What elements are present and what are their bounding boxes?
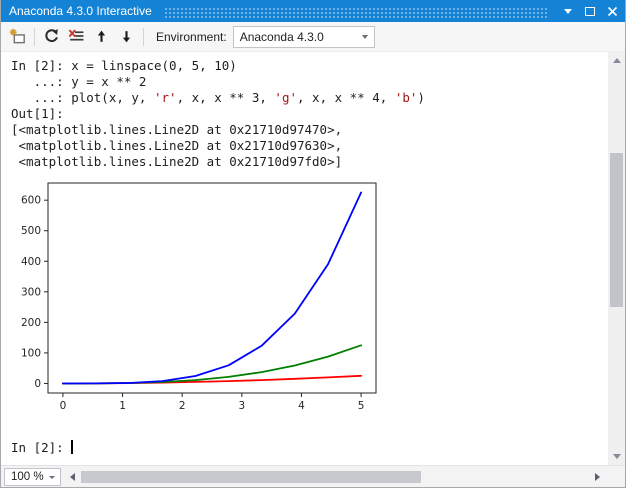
- text-cursor: [71, 440, 74, 454]
- scroll-up-button[interactable]: [608, 52, 625, 69]
- matplotlib-figure: 0 1 2 3 4 5 0 100 200 300 400 500 600: [21, 182, 377, 412]
- horizontal-scrollbar[interactable]: [65, 466, 604, 487]
- status-bar: 100 %: [1, 465, 625, 487]
- arrow-up-icon: [612, 58, 621, 63]
- console-area[interactable]: In [2]: x = linspace(0, 5, 10) ...: y = …: [1, 52, 625, 465]
- horizontal-scroll-track[interactable]: [79, 469, 590, 485]
- vertical-scroll-thumb[interactable]: [610, 153, 623, 307]
- vertical-scroll-track[interactable]: [608, 69, 625, 448]
- history-previous-button[interactable]: [89, 25, 114, 49]
- clear-screen-icon: [68, 29, 84, 41]
- console-line: Out[1]:: [11, 106, 64, 121]
- horizontal-scroll-thumb[interactable]: [81, 470, 421, 483]
- svg-text:200: 200: [21, 317, 41, 329]
- console-line: ...: y = x ** 2: [11, 74, 147, 89]
- scroll-left-button[interactable]: [65, 469, 79, 485]
- toolbar-separator: [34, 27, 35, 46]
- console-line: <matplotlib.lines.Line2D at 0x21710d97fd…: [11, 154, 343, 169]
- new-interactive-window-button[interactable]: [5, 25, 30, 49]
- svg-text:100: 100: [21, 347, 41, 359]
- drag-handle-dots[interactable]: [163, 7, 547, 18]
- arrow-down-icon: [612, 454, 621, 459]
- close-button[interactable]: [601, 0, 623, 22]
- maximize-button[interactable]: [579, 0, 601, 22]
- chevron-down-icon: [564, 8, 572, 14]
- chevron-down-icon: [49, 475, 55, 479]
- restart-icon: [45, 29, 58, 42]
- console-line: [<matplotlib.lines.Line2D at 0x21710d974…: [11, 122, 343, 137]
- title-bar[interactable]: Anaconda 4.3.0 Interactive: [1, 0, 625, 22]
- svg-text:4: 4: [298, 400, 305, 412]
- close-icon: [607, 6, 617, 16]
- arrow-down-icon: [122, 31, 131, 43]
- scroll-right-button[interactable]: [590, 469, 604, 485]
- input-prompt-line[interactable]: In [2]:: [11, 440, 625, 456]
- restart-kernel-button[interactable]: [39, 25, 64, 49]
- environment-label: Environment:: [156, 29, 227, 44]
- svg-text:1: 1: [119, 400, 126, 412]
- toolbar-separator: [143, 27, 144, 46]
- prompt-text: In [2]:: [11, 440, 72, 455]
- console-line: <matplotlib.lines.Line2D at 0x21710d9763…: [11, 138, 343, 153]
- scroll-down-button[interactable]: [608, 448, 625, 465]
- arrow-left-icon: [69, 472, 75, 481]
- svg-text:600: 600: [21, 195, 41, 207]
- environment-value: Anaconda 4.3.0: [239, 29, 324, 44]
- svg-text:3: 3: [238, 400, 245, 412]
- svg-text:0: 0: [60, 400, 67, 412]
- history-next-button[interactable]: [114, 25, 139, 49]
- svg-text:300: 300: [21, 286, 41, 298]
- clear-screen-button[interactable]: [64, 25, 89, 49]
- maximize-icon: [585, 6, 595, 16]
- toolbar: Environment: Anaconda 4.3.0: [1, 22, 625, 52]
- new-window-icon: [9, 28, 25, 44]
- svg-text:5: 5: [358, 400, 365, 412]
- svg-text:400: 400: [21, 256, 41, 268]
- zoom-level-value: 100 %: [11, 470, 44, 483]
- svg-text:500: 500: [21, 225, 41, 237]
- arrow-up-icon: [97, 30, 106, 42]
- vertical-scrollbar[interactable]: [608, 52, 625, 465]
- chevron-down-icon: [361, 34, 368, 39]
- svg-text:0: 0: [34, 378, 41, 390]
- window-title: Anaconda 4.3.0 Interactive: [9, 4, 152, 18]
- environment-combobox[interactable]: Anaconda 4.3.0: [232, 25, 375, 48]
- console-output: In [2]: x = linspace(0, 5, 10) ...: y = …: [1, 52, 625, 170]
- console-line: In [2]: x = linspace(0, 5, 10): [11, 58, 237, 73]
- arrow-right-icon: [594, 472, 600, 481]
- window-position-menu-button[interactable]: [557, 0, 579, 22]
- zoom-level-combobox[interactable]: 100 %: [4, 467, 61, 486]
- console-line: ...: plot(x, y, 'r', x, x ** 3, 'g', x, …: [11, 90, 425, 105]
- svg-text:2: 2: [179, 400, 186, 412]
